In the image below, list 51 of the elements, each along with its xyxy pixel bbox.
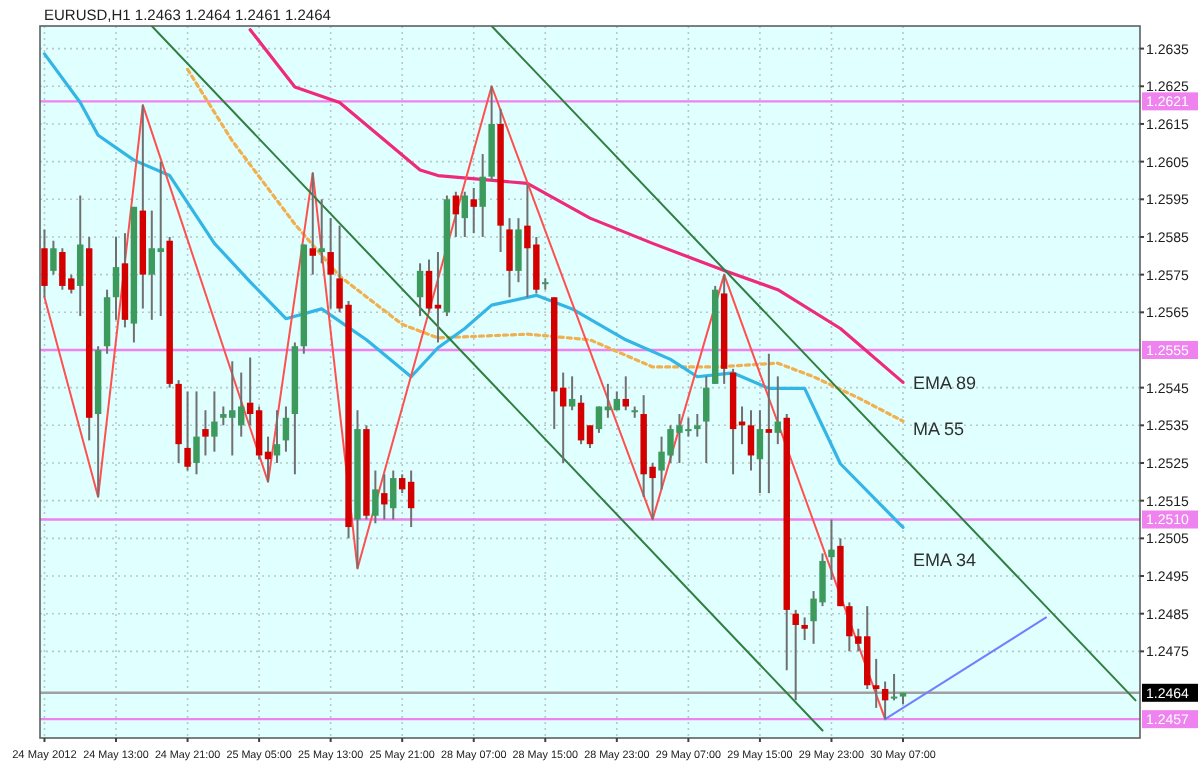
- candlestick: [77, 194, 84, 318]
- line-series: [43, 85, 887, 721]
- candlestick: [157, 160, 164, 318]
- line-series: [185, 67, 905, 423]
- candlestick: [890, 672, 898, 702]
- candlestick: [479, 153, 486, 238]
- candlestick: [50, 239, 57, 276]
- candlestick: [273, 409, 281, 464]
- series-label: EMA 89: [913, 372, 977, 393]
- candlestick: [282, 405, 290, 453]
- candlestick: [41, 228, 48, 299]
- candlestick: [416, 262, 424, 318]
- candlestick: [694, 413, 701, 438]
- candlestick: [372, 469, 379, 525]
- line-series: [42, 52, 905, 530]
- candlestick: [765, 352, 773, 495]
- line-series: [248, 28, 905, 384]
- candlestick: [327, 217, 334, 310]
- candlestick: [461, 190, 469, 238]
- candlestick: [515, 217, 522, 284]
- candlestick: [112, 235, 120, 321]
- candlestick: [756, 409, 764, 495]
- candlestick: [774, 375, 782, 446]
- candlestick: [747, 409, 755, 472]
- candlestick: [390, 469, 397, 521]
- candlestick: [148, 209, 156, 321]
- candlestick: [381, 473, 388, 521]
- candlestick: [434, 251, 442, 344]
- candlestick: [184, 390, 191, 472]
- candlestick: [846, 601, 853, 653]
- candlestick: [881, 680, 889, 721]
- candlestick: [255, 405, 263, 461]
- series-label: MA 55: [913, 419, 965, 440]
- candlestick: [220, 405, 227, 427]
- candlestick: [872, 657, 880, 709]
- candlestick: [828, 518, 835, 581]
- candlestick: [595, 405, 603, 434]
- candlestick: [193, 390, 200, 476]
- series-label: EMA 34: [913, 549, 977, 570]
- candlestick: [318, 198, 325, 265]
- candlestick: [202, 409, 209, 457]
- candlestick: [309, 171, 316, 276]
- candlestick: [470, 186, 477, 235]
- candlestick: [506, 217, 513, 299]
- candlestick: [425, 258, 433, 314]
- candlestick: [211, 390, 218, 453]
- candlestick: [792, 608, 799, 702]
- candlestick: [801, 616, 808, 642]
- candlestick: [703, 375, 710, 464]
- candlestick: [407, 469, 415, 529]
- candlestick: [577, 394, 585, 446]
